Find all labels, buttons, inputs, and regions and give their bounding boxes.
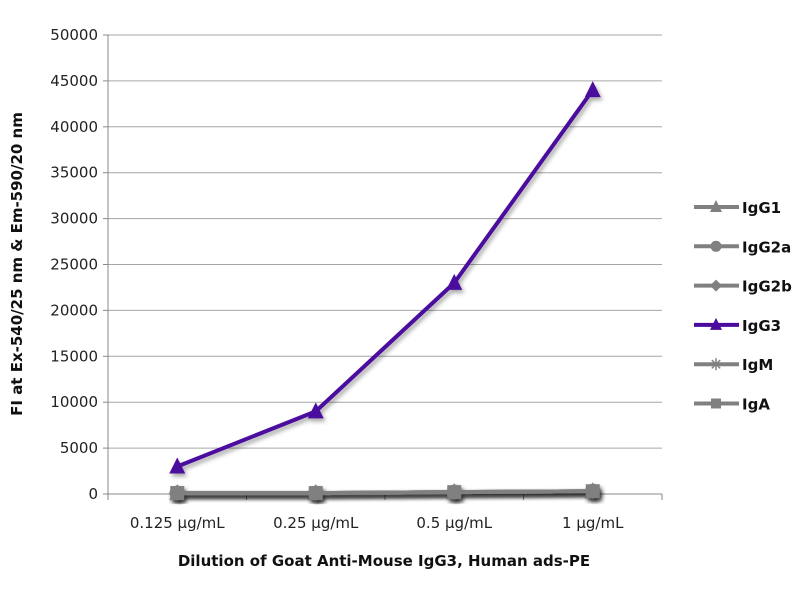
- triangle-marker: [446, 273, 463, 290]
- y-tick-label: 45000: [50, 72, 98, 90]
- x-axis-label: Dilution of Goat Anti-Mouse IgG3, Human …: [178, 552, 590, 570]
- y-tick-label: 10000: [50, 393, 98, 411]
- triangle-marker: [169, 457, 186, 474]
- legend-item-IgG3: IgG3: [694, 317, 781, 335]
- series-IgA: [170, 484, 600, 501]
- legend-label: IgG1: [742, 199, 781, 217]
- triangle-marker: [307, 402, 324, 419]
- square-marker: [711, 398, 721, 409]
- square-marker: [585, 484, 600, 499]
- legend-item-IgA: IgA: [694, 396, 770, 414]
- legend-label: IgA: [742, 396, 770, 414]
- legend-label: IgM: [742, 356, 773, 374]
- y-tick-label: 20000: [50, 301, 98, 319]
- y-tick-label: 30000: [50, 210, 98, 228]
- y-tick-label: 50000: [50, 26, 98, 44]
- y-tick-label: 15000: [50, 347, 98, 365]
- circle-marker: [710, 240, 722, 252]
- square-marker: [447, 485, 462, 500]
- legend-item-IgG2a: IgG2a: [694, 238, 791, 256]
- square-marker: [170, 486, 185, 501]
- legend-item-IgM: IgM: [694, 356, 773, 374]
- asterisk-marker: [710, 358, 722, 371]
- triangle-marker: [710, 200, 722, 212]
- series-IgG3: [169, 81, 601, 474]
- legend-item-IgG1: IgG1: [694, 199, 781, 217]
- y-tick-label: 40000: [50, 118, 98, 136]
- legend-label: IgG2b: [742, 278, 792, 296]
- x-tick-label: 0.5 µg/mL: [416, 514, 492, 532]
- x-tick-label: 1 µg/mL: [562, 514, 624, 532]
- legend-label: IgG2a: [742, 238, 791, 256]
- series-line: [177, 489, 593, 496]
- legend-label: IgG3: [742, 317, 781, 335]
- triangle-marker: [584, 81, 601, 98]
- triangle-marker: [710, 317, 722, 330]
- x-tick-label: 0.125 µg/mL: [130, 514, 225, 532]
- y-axis-label: FI at Ex-540/25 nm & Em-590/20 nm: [8, 112, 26, 416]
- x-tick-label: 0.25 µg/mL: [273, 514, 359, 532]
- diamond-marker: [710, 279, 722, 292]
- y-tick-label: 0: [88, 485, 98, 503]
- series-line: [176, 88, 595, 469]
- y-tick-label: 5000: [60, 439, 98, 457]
- asterisk-stroke: [711, 359, 721, 369]
- y-tick-label: 25000: [50, 256, 98, 274]
- square-marker: [308, 486, 323, 501]
- y-tick-label: 35000: [50, 164, 98, 182]
- legend-item-IgG2b: IgG2b: [694, 278, 792, 296]
